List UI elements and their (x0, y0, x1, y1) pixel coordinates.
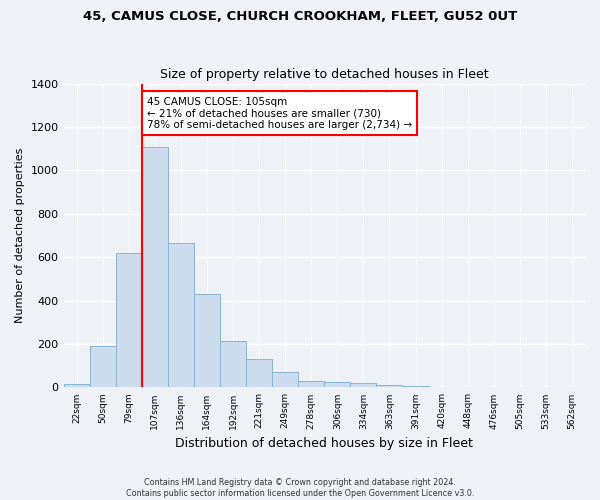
Text: 45 CAMUS CLOSE: 105sqm
← 21% of detached houses are smaller (730)
78% of semi-de: 45 CAMUS CLOSE: 105sqm ← 21% of detached… (147, 96, 412, 130)
Bar (350, 383, 376, 388)
Bar (376, 386, 403, 388)
X-axis label: Distribution of detached houses by size in Fleet: Distribution of detached houses by size … (175, 437, 473, 450)
Bar (272, 372, 298, 388)
Bar (89, 346, 116, 388)
Title: Size of property relative to detached houses in Fleet: Size of property relative to detached ho… (160, 68, 488, 81)
Bar (220, 341, 246, 388)
Bar (403, 386, 428, 388)
Bar (64, 384, 89, 388)
Bar (116, 253, 142, 388)
Bar (246, 359, 272, 388)
Bar (428, 386, 455, 388)
Text: Contains HM Land Registry data © Crown copyright and database right 2024.
Contai: Contains HM Land Registry data © Crown c… (126, 478, 474, 498)
Text: 45, CAMUS CLOSE, CHURCH CROOKHAM, FLEET, GU52 0UT: 45, CAMUS CLOSE, CHURCH CROOKHAM, FLEET,… (83, 10, 517, 23)
Bar (168, 243, 194, 388)
Bar (324, 382, 350, 388)
Bar (298, 381, 324, 388)
Y-axis label: Number of detached properties: Number of detached properties (15, 148, 25, 323)
Bar (142, 146, 168, 388)
Bar (194, 294, 220, 388)
